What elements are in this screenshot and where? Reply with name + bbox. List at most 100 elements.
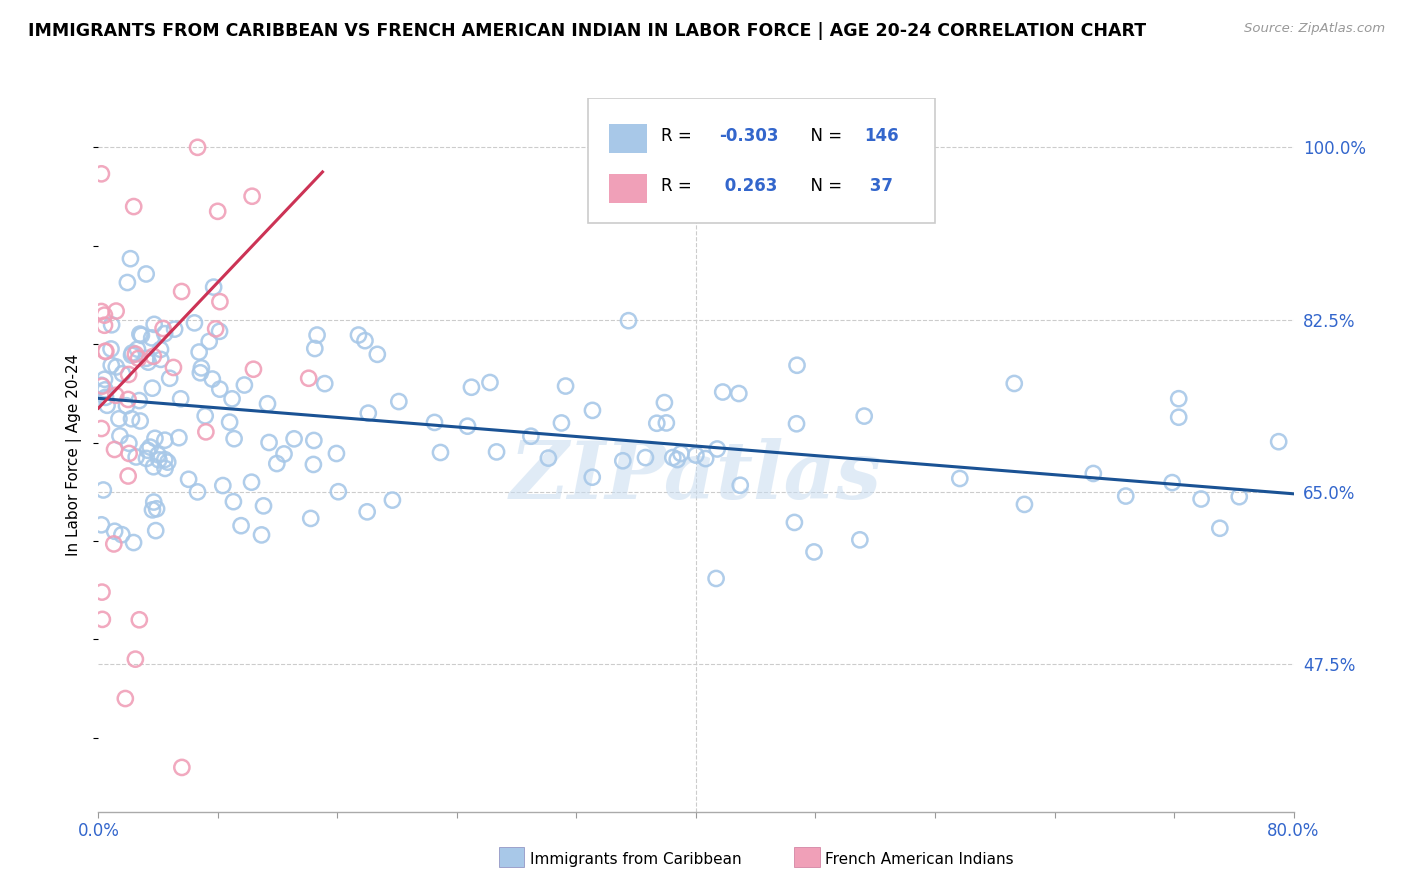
- Point: [117, 276, 139, 290]
- Point: [91, 379, 114, 393]
- Point: [152, 321, 174, 335]
- Point: [550, 416, 572, 430]
- Point: [114, 691, 136, 706]
- Point: [302, 458, 325, 472]
- Text: 0.263: 0.263: [718, 177, 778, 194]
- Point: [186, 484, 208, 499]
- Point: [354, 334, 377, 348]
- Point: [1115, 489, 1137, 503]
- Point: [188, 345, 211, 359]
- Point: [783, 516, 806, 530]
- Point: [283, 432, 305, 446]
- Point: [143, 431, 166, 445]
- Point: [124, 652, 146, 666]
- Point: [111, 527, 134, 541]
- Point: [103, 442, 125, 457]
- Point: [634, 450, 657, 465]
- Point: [118, 446, 141, 460]
- Point: [1167, 410, 1189, 425]
- Point: [240, 475, 263, 490]
- Point: [129, 414, 152, 428]
- Point: [100, 342, 122, 356]
- Point: [167, 431, 190, 445]
- Point: [94, 344, 117, 359]
- Point: [655, 416, 678, 430]
- Point: [202, 280, 225, 294]
- Point: [121, 348, 143, 362]
- Point: [429, 445, 451, 459]
- Point: [94, 390, 117, 404]
- Point: [949, 471, 972, 485]
- Point: [128, 393, 150, 408]
- Point: [208, 324, 231, 338]
- Point: [242, 362, 264, 376]
- Point: [91, 585, 114, 599]
- Text: R =: R =: [661, 177, 697, 194]
- Point: [170, 760, 193, 774]
- Point: [117, 392, 139, 407]
- Point: [221, 392, 243, 406]
- Point: [94, 344, 117, 359]
- Point: [90, 421, 112, 435]
- Point: [211, 478, 233, 492]
- Point: [131, 328, 153, 343]
- Point: [103, 537, 125, 551]
- Point: [100, 318, 122, 332]
- Point: [366, 347, 388, 361]
- FancyBboxPatch shape: [609, 174, 647, 203]
- Text: Source: ZipAtlas.com: Source: ZipAtlas.com: [1244, 22, 1385, 36]
- Point: [537, 451, 560, 466]
- Point: [121, 346, 143, 360]
- Point: [121, 411, 143, 425]
- Point: [149, 352, 172, 367]
- Point: [423, 416, 446, 430]
- Point: [704, 572, 727, 586]
- Point: [136, 443, 159, 458]
- Point: [1167, 392, 1189, 406]
- Point: [304, 342, 326, 356]
- Point: [233, 378, 256, 392]
- Point: [581, 470, 603, 484]
- Point: [128, 613, 150, 627]
- Point: [381, 493, 404, 508]
- Point: [314, 376, 336, 391]
- Point: [695, 451, 717, 466]
- Point: [127, 342, 149, 356]
- Point: [146, 448, 169, 462]
- Point: [229, 518, 252, 533]
- Point: [347, 328, 370, 343]
- Point: [96, 398, 118, 412]
- Point: [142, 495, 165, 509]
- Point: [142, 459, 165, 474]
- Point: [728, 478, 751, 492]
- Text: ZIPatlas: ZIPatlas: [510, 438, 882, 515]
- Point: [142, 349, 165, 363]
- Point: [201, 372, 224, 386]
- Point: [105, 304, 128, 318]
- Point: [198, 334, 221, 349]
- Point: [273, 447, 295, 461]
- Point: [141, 381, 163, 395]
- Point: [162, 360, 184, 375]
- Point: [90, 517, 112, 532]
- Point: [118, 436, 141, 450]
- Point: [170, 285, 193, 299]
- Point: [153, 452, 176, 467]
- Point: [853, 409, 876, 423]
- Point: [356, 505, 378, 519]
- Point: [786, 358, 808, 372]
- Point: [145, 501, 167, 516]
- Point: [257, 435, 280, 450]
- Point: [388, 394, 411, 409]
- Point: [93, 372, 115, 386]
- Point: [115, 399, 138, 413]
- Point: [325, 446, 347, 460]
- Point: [143, 318, 166, 332]
- Point: [685, 448, 707, 462]
- Y-axis label: In Labor Force | Age 20-24: In Labor Force | Age 20-24: [66, 354, 83, 556]
- Point: [148, 453, 170, 467]
- Point: [183, 316, 205, 330]
- Text: 146: 146: [865, 127, 898, 145]
- Point: [1209, 521, 1232, 535]
- Point: [849, 533, 872, 547]
